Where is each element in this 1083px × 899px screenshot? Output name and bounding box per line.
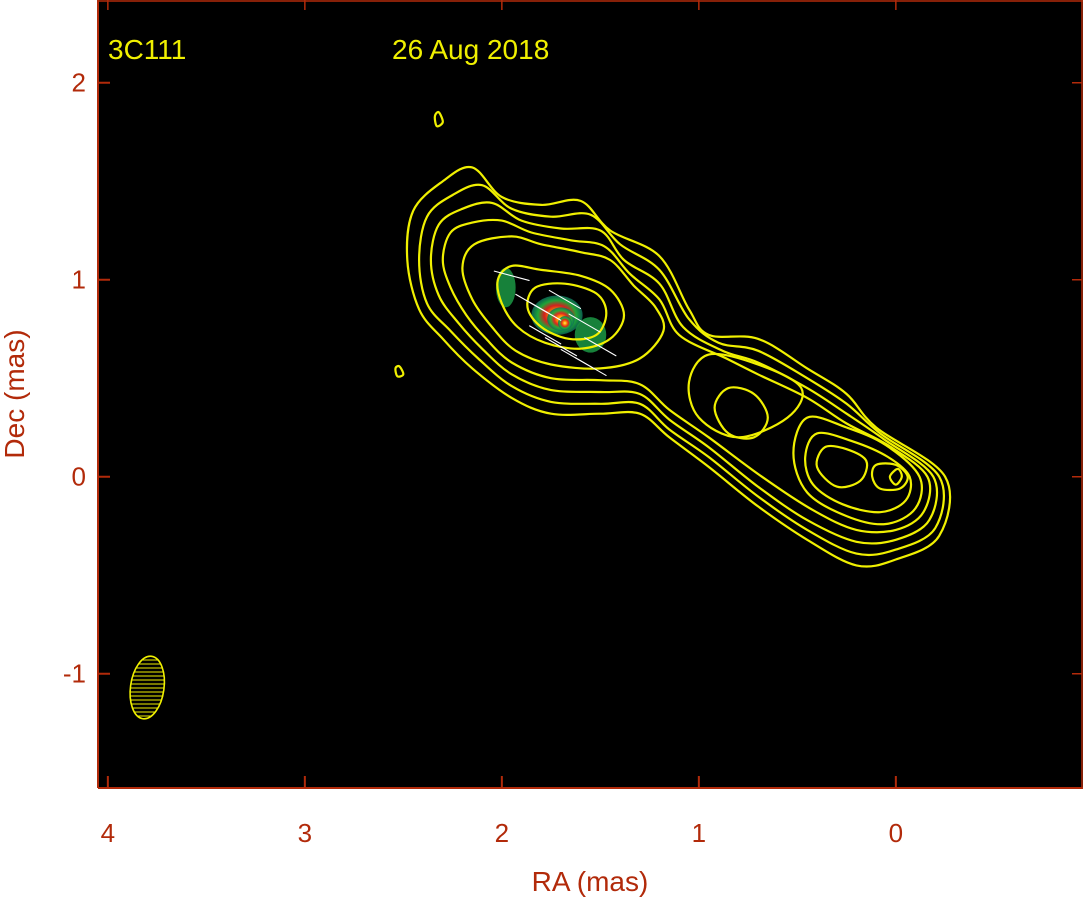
- contour-12: [870, 462, 909, 492]
- contour-8: [713, 386, 769, 440]
- polarized-intensity-layer: [495, 267, 607, 353]
- x-tick-label-2: 2: [495, 818, 509, 848]
- polarization-blob-2: [574, 317, 607, 353]
- evpa-vector-9: [584, 337, 617, 357]
- y-tick-label-0: -1: [63, 659, 86, 689]
- contour-1: [418, 183, 946, 557]
- x-tick-label-4: 0: [889, 818, 903, 848]
- contour-2: [429, 201, 939, 545]
- contour-15: [394, 364, 405, 378]
- x-tick-label-3: 1: [692, 818, 706, 848]
- polarization-blob-0: [495, 267, 516, 308]
- y-axis-title: Dec (mas): [0, 329, 30, 458]
- epoch-label: 26 Aug 2018: [392, 34, 549, 65]
- evpa-vector-layer: [493, 270, 617, 376]
- contour-0: [405, 165, 952, 568]
- contour-4: [461, 235, 666, 370]
- contour-5: [496, 264, 626, 350]
- x-tick-label-1: 3: [298, 818, 312, 848]
- x-axis-title: RA (mas): [532, 866, 649, 897]
- x-axis-ticks: 4 3 2 1 0: [101, 0, 903, 848]
- evpa-vector-8: [529, 301, 562, 321]
- evpa-vector-6: [568, 313, 601, 333]
- contour-10: [804, 431, 913, 514]
- evpa-vector-2: [544, 337, 578, 357]
- contour-3: [441, 218, 932, 534]
- evpa-vector-4: [574, 356, 607, 376]
- y-tick-label-2: 1: [72, 265, 86, 295]
- contour-layer: [394, 110, 952, 568]
- evpa-vector-7: [493, 270, 530, 282]
- x-tick-label-0: 4: [101, 818, 115, 848]
- source-name-label: 3C111: [108, 34, 186, 65]
- beam-ellipse: [129, 655, 166, 720]
- evpa-vector-5: [548, 289, 582, 309]
- plot-area: [98, 0, 1083, 788]
- y-tick-label-3: 2: [72, 68, 86, 98]
- y-tick-label-1: 0: [72, 462, 86, 492]
- evpa-vector-1: [529, 325, 562, 345]
- polarization-blob-4: [557, 316, 572, 330]
- contour-6: [526, 282, 608, 341]
- y-axis-ticks: -1 0 1 2: [63, 68, 1082, 689]
- contour-9: [792, 415, 923, 526]
- contour-14: [433, 110, 444, 128]
- contour-13: [888, 467, 903, 486]
- contour-11: [815, 444, 869, 489]
- contour-7: [687, 352, 804, 439]
